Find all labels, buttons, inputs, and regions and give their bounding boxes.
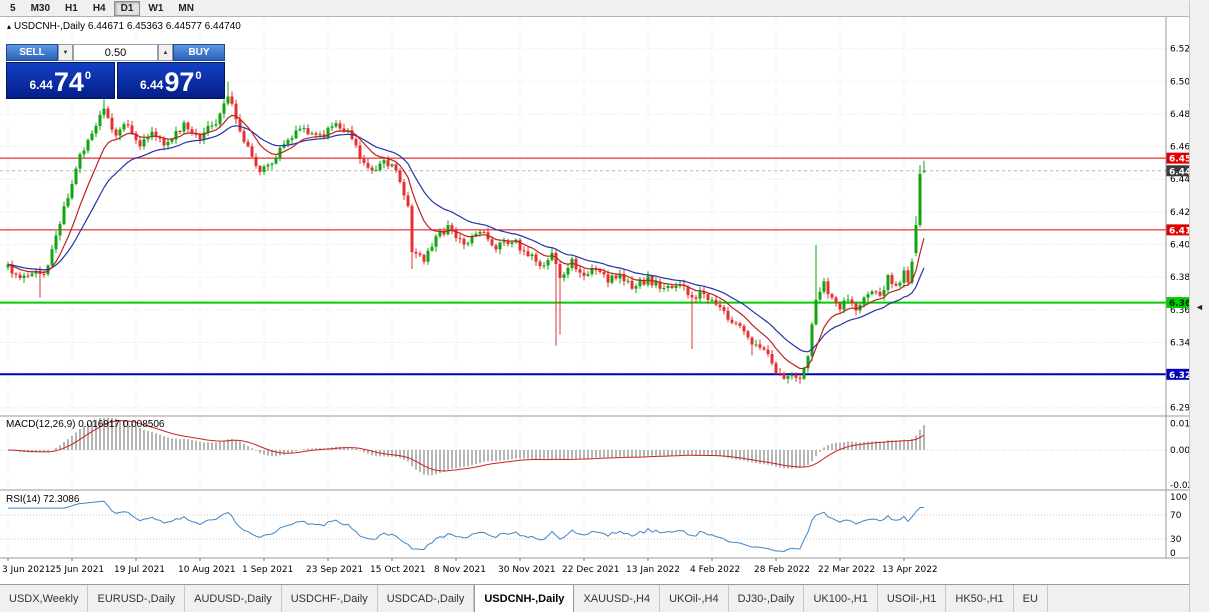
svg-text:70: 70 [1170,511,1182,521]
time-scale[interactable]: 3 Jun 2021 25 Jun 2021 19 Jul 2021 10 Aug 2… [2,558,938,575]
svg-text:1 Sep 2021: 1 Sep 2021 [242,565,293,575]
macd-histogram [11,418,925,476]
svg-text:6.29930: 6.29930 [1170,404,1207,414]
chart-tab-xauusd-h4[interactable]: XAUUSD-,H4 [574,585,661,612]
sell-button[interactable]: SELL [6,44,58,61]
svg-text:6.48290: 6.48290 [1170,110,1207,120]
timeframe-button-mn[interactable]: MN [171,1,201,16]
chart-tab-usdcad-daily[interactable]: USDCAD-,Daily [378,585,475,612]
svg-text:13 Jan 2022: 13 Jan 2022 [626,565,680,575]
window-separators[interactable] [0,17,1209,559]
chart-tab-usdx-weekly[interactable]: USDX,Weekly [0,585,89,612]
svg-text:-0.0284: -0.0284 [1170,481,1205,491]
timeframe-button-5[interactable]: 5 [3,1,23,16]
chart-tab-eurusd-daily[interactable]: EURUSD-,Daily [88,585,186,612]
timeframe-toolbar: 5 M30 H1 H4 D1 W1 MN [0,0,1209,17]
svg-text:22 Mar 2022: 22 Mar 2022 [818,565,875,575]
svg-text:6.34010: 6.34010 [1170,338,1207,348]
svg-text:0.00: 0.00 [1170,446,1190,456]
svg-text:28 Feb 2022: 28 Feb 2022 [754,565,810,575]
svg-text:6.42170: 6.42170 [1170,208,1207,218]
bid-price-pipette: 0 [84,70,92,82]
svg-text:3 Jun 2021: 3 Jun 2021 [2,565,50,575]
svg-text:8 Nov 2021: 8 Nov 2021 [434,565,486,575]
one-click-trading-panel: SELL ▼ ▲ BUY 6.44 74 0 6.44 97 0 [6,44,225,99]
bid-price-big-digits: 74 [53,67,84,97]
horizontal-level-lines[interactable] [0,157,1166,376]
bid-price-display[interactable]: 6.44 74 0 [6,62,115,99]
chart-tab-usdchf-daily[interactable]: USDCHF-,Daily [282,585,378,612]
svg-text:15 Oct 2021: 15 Oct 2021 [370,565,426,575]
svg-text:6.50330: 6.50330 [1170,77,1207,87]
svg-text:10 Aug 2021: 10 Aug 2021 [178,565,236,575]
chart-title-text: USDCNH-,Daily 6.44671 6.45363 6.44577 6.… [14,21,241,32]
buy-button[interactable]: BUY [173,44,225,61]
svg-text:30: 30 [1170,535,1182,545]
timeframe-button-h4[interactable]: H4 [86,1,113,16]
svg-text:30 Nov 2021: 30 Nov 2021 [498,565,556,575]
ask-price-pipette: 0 [195,70,202,82]
timeframe-button-m30[interactable]: M30 [24,1,57,16]
svg-text:100: 100 [1170,493,1187,503]
trade-prices-row: 6.44 74 0 6.44 97 0 [6,62,225,99]
svg-text:6.36050: 6.36050 [1170,306,1207,316]
ask-price-prefix: 6.44 [139,78,164,92]
chart-tab-audusd-daily[interactable]: AUDUSD-,Daily [185,585,282,612]
chart-tab-uk100-h1[interactable]: UK100-,H1 [804,585,878,612]
svg-text:25 Jun 2021: 25 Jun 2021 [50,565,104,575]
timeframe-button-h1[interactable]: H1 [58,1,85,16]
svg-text:19 Jul 2021: 19 Jul 2021 [114,565,165,575]
bid-price-prefix: 6.44 [29,78,53,92]
chart-tab-usdcnh-daily[interactable]: USDCNH-,Daily [474,585,575,612]
ask-price-display[interactable]: 6.44 97 0 [116,62,225,99]
svg-text:22 Dec 2021: 22 Dec 2021 [562,565,620,575]
chart-tabs-bar: USDX,Weekly EURUSD-,Daily AUDUSD-,Daily USD… [0,584,1209,612]
rsi-line [8,500,925,553]
lot-size-input[interactable] [73,44,158,61]
chart-tab-dj30-daily[interactable]: DJ30-,Daily [729,585,805,612]
macd-signal-line [7,420,925,472]
tabs-scroll-left-button[interactable]: ◄ [1189,1,1209,612]
svg-text:23 Sep 2021: 23 Sep 2021 [306,565,363,575]
timeframe-button-w1[interactable]: W1 [141,1,170,16]
collapse-arrow-icon: ▴ [7,21,12,31]
rsi-indicator-label: RSI(14) 72.3086 [6,494,80,505]
svg-text:0: 0 [1170,549,1176,559]
svg-text:13 Apr 2022: 13 Apr 2022 [882,565,938,575]
svg-text:6.40130: 6.40130 [1170,241,1207,251]
ask-price-big-digits: 97 [164,67,195,97]
trade-controls-row: SELL ▼ ▲ BUY [6,44,225,61]
chart-ohlc-title: ▴ USDCNH-,Daily 6.44671 6.45363 6.44577 … [7,21,241,32]
timeframe-button-d1[interactable]: D1 [113,0,141,16]
moving-averages-layer [7,114,925,370]
chart-tab-ukoil-h4[interactable]: UKOil-,H4 [660,585,729,612]
svg-text:4 Feb 2022: 4 Feb 2022 [690,565,740,575]
rsi-level-lines [0,514,1166,540]
svg-text:6.44210: 6.44210 [1170,175,1207,185]
svg-text:6.38090: 6.38090 [1170,273,1207,283]
chart-tab-eu[interactable]: EU [1014,585,1048,612]
macd-indicator-label: MACD(12,26,9) 0.016917 0.008506 [6,419,165,430]
svg-text:6.46250: 6.46250 [1170,143,1207,153]
chart-tab-usoil-h1[interactable]: USOil-,H1 [878,585,947,612]
chart-tab-hk50-h1[interactable]: HK50-,H1 [946,585,1014,612]
lot-increase-button[interactable]: ▲ [158,44,173,61]
svg-text:6.52370: 6.52370 [1170,45,1207,55]
lot-decrease-button[interactable]: ▼ [58,44,73,61]
